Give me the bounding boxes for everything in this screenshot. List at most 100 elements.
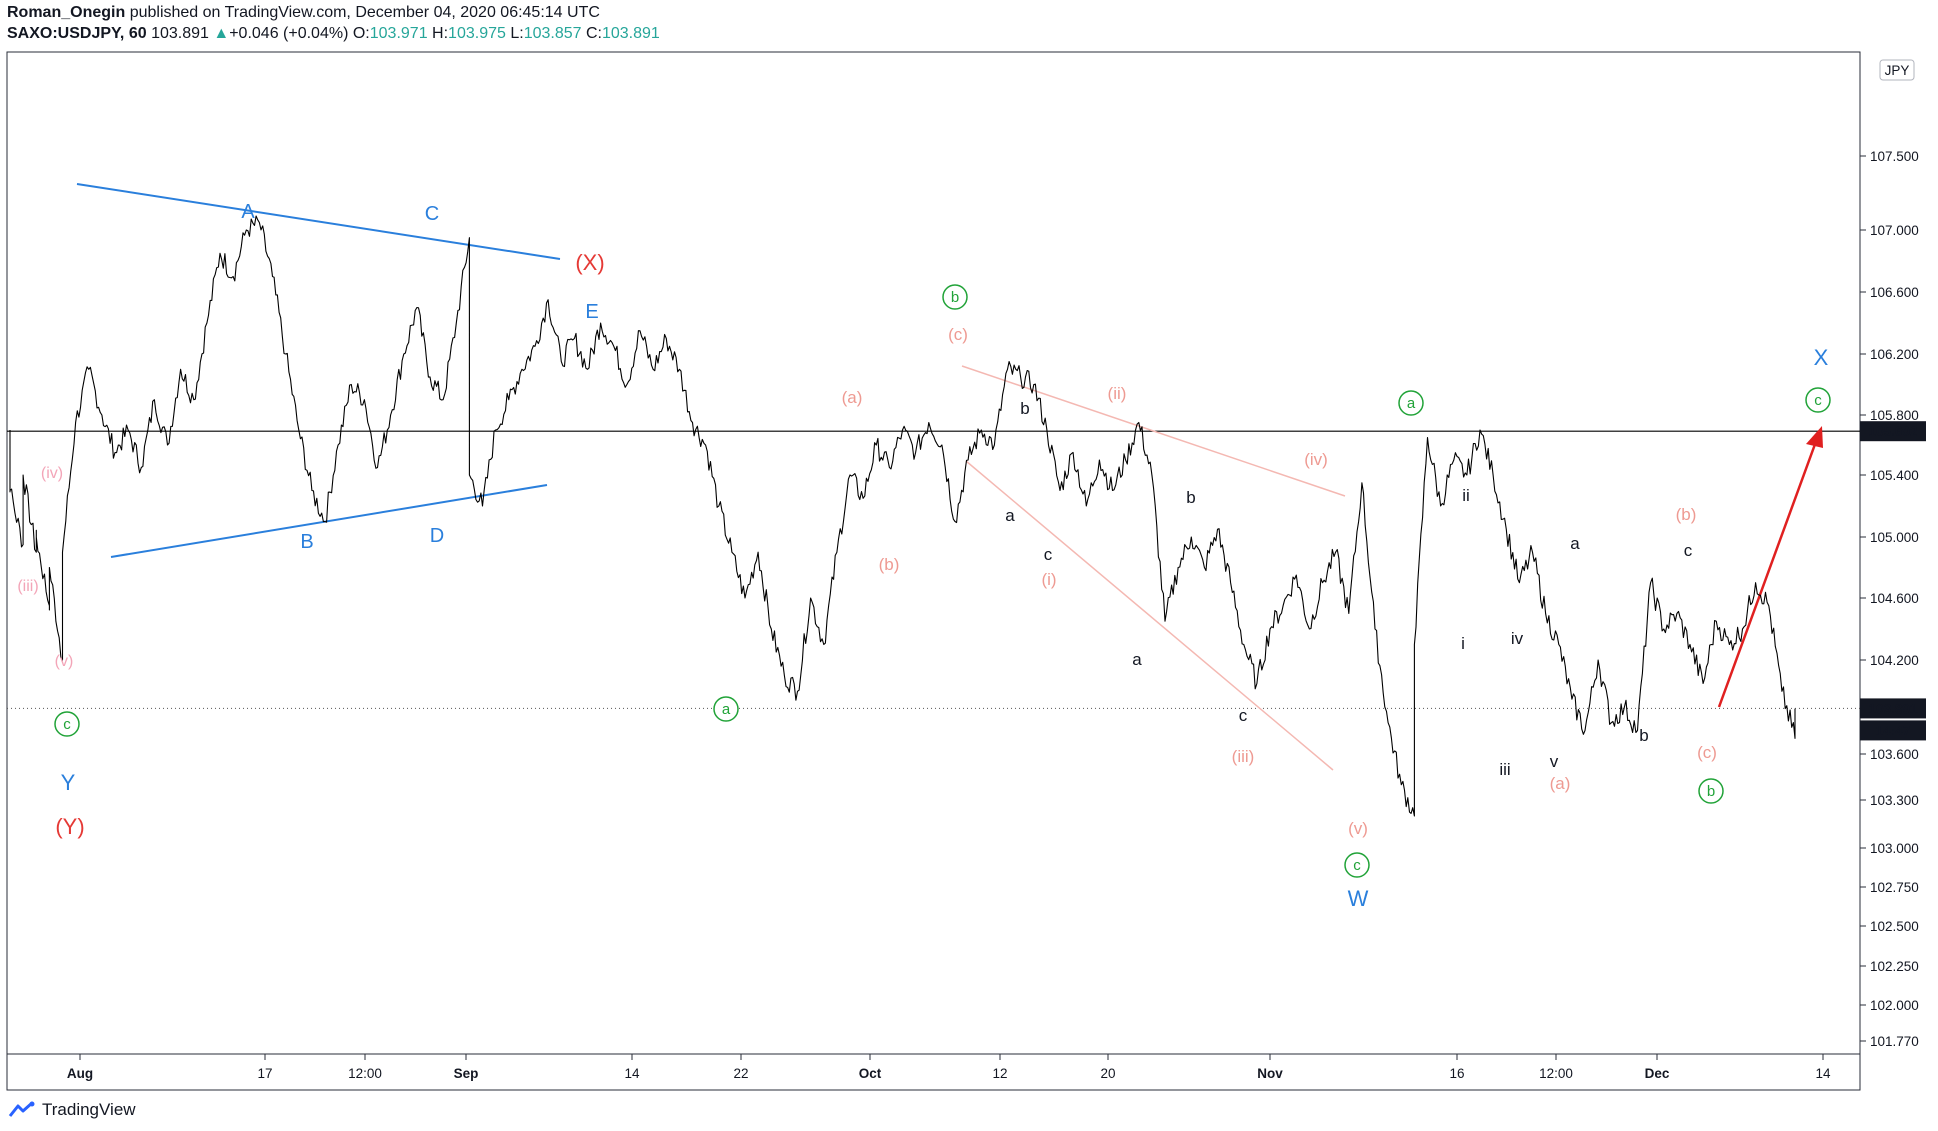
wave-label-circled[interactable]: c [1805,387,1831,413]
wave-label[interactable]: a [1005,506,1015,525]
wave-label[interactable]: (iv) [41,465,63,482]
price-tick-label: 106.600 [1870,285,1919,300]
wave-label[interactable]: c [1044,545,1053,564]
wave-label[interactable]: B [300,531,313,553]
wave-label[interactable]: c [1684,541,1693,560]
author-name[interactable]: Roman_Onegin [7,4,126,21]
wave-label[interactable]: (iii) [17,578,38,595]
price-tick-label: 105.000 [1870,530,1919,545]
wave-label-circled[interactable]: a [1398,390,1424,416]
price-tags: 105.692 103.891 14:47 [1860,421,1926,741]
time-tick-label: 16 [1449,1066,1464,1081]
wave-label[interactable]: b [1639,726,1648,745]
wave-labels: A B C D E (X) (iv) (iii) (v) c Y (Y) a (a) (b) b (c) b a c (… [17,201,1831,911]
wave-label[interactable]: Y [61,770,76,795]
wave-label[interactable]: (b) [879,555,900,574]
wave-label-text: c [1353,857,1361,874]
wave-label-circled[interactable]: c [1344,852,1370,878]
currency-badge: JPY [1879,59,1915,81]
wave-label[interactable]: c [1239,706,1248,725]
wave-label[interactable]: a [1132,650,1142,669]
wave-circle [713,696,739,722]
level-price-tag-text: 105.692 [1869,424,1918,439]
wave-label-text: b [1707,783,1715,800]
tradingview-brand[interactable]: TradingView [42,1100,136,1119]
wave-label[interactable]: (iv) [1304,450,1328,469]
wave-label[interactable]: (a) [842,388,863,407]
wave-label[interactable]: (ii) [1108,384,1127,403]
wave-label[interactable]: (X) [575,250,604,275]
wave-circle [1344,852,1370,878]
time-tick-label: 12:00 [348,1066,382,1081]
wave-label[interactable]: b [1186,488,1195,507]
wave-label[interactable]: (c) [1697,743,1717,762]
wave-label[interactable]: C [425,203,439,225]
wave-label-text: a [1407,395,1416,412]
symbol-name[interactable]: SAXO:USDJPY, 60 [7,25,147,42]
wave-label[interactable]: W [1348,886,1369,911]
open-label: O: [352,25,370,42]
wedge-lower-trendline[interactable] [965,460,1334,771]
wave-circle [54,711,80,737]
bar-countdown-tag: 14:47 [1860,720,1926,741]
wave-label[interactable]: (i) [1041,570,1056,589]
footer: TradingView [8,1100,136,1120]
wave-label[interactable]: (Y) [55,814,84,839]
wave-label[interactable]: E [585,301,598,323]
price-tick-label: 102.000 [1870,998,1919,1013]
triangle-lower-trendline[interactable] [110,484,548,558]
wave-label[interactable]: (c) [948,325,968,344]
wave-label[interactable]: iii [1499,760,1510,779]
price-tick-label: 106.200 [1870,347,1919,362]
price-tick-label: 103.600 [1870,747,1919,762]
projection-arrow[interactable] [1717,435,1820,708]
wave-circle [1698,778,1724,804]
low-label: L: [510,25,524,42]
wave-label-text: b [951,289,959,306]
wave-label[interactable]: (v) [55,653,74,670]
wave-label[interactable]: (a) [1550,774,1571,793]
current-price-tag-text: 103.891 [1869,701,1918,716]
high-value: 103.975 [448,25,506,42]
time-tick-label: 14 [624,1066,640,1081]
wave-label[interactable]: i [1461,634,1465,653]
currency-label: JPY [1885,63,1910,78]
trendlines [76,183,1823,771]
wave-label-circled[interactable]: c [54,711,80,737]
wave-label[interactable]: ii [1462,486,1470,505]
level-price-tag-box [1860,421,1926,442]
price-levels [7,430,1860,709]
price-series [9,215,1796,817]
wave-label[interactable]: b [1020,399,1029,418]
triangle-upper-trendline[interactable] [76,183,561,260]
publish-info: Roman_Onegin published on TradingView.co… [7,4,600,22]
wave-label[interactable]: X [1814,345,1829,370]
change-up-icon: ▲ [213,25,230,42]
wave-label[interactable]: (v) [1348,819,1368,838]
current-price-tag-box [1860,698,1926,719]
time-tick-label: 20 [1100,1066,1115,1081]
wave-label[interactable]: (b) [1676,505,1697,524]
wedge-upper-trendline[interactable] [961,365,1346,497]
price-tick-label: 104.200 [1870,653,1919,668]
wave-label[interactable]: A [241,201,255,223]
wave-label[interactable]: (iii) [1232,747,1255,766]
time-tick-label: 22 [733,1066,748,1081]
wave-label-circled[interactable]: b [942,284,968,310]
price-axis[interactable]: 107.500 107.000 106.600 106.200 105.800 105.4… [1860,149,1919,1049]
current-price-tag: 103.891 [1860,698,1926,719]
wave-label-circled[interactable]: b [1698,778,1724,804]
time-axis[interactable]: Aug 17 12:00 Sep 14 22 Oct 12 20 Nov 16 12:00 Dec 14 [67,1054,1831,1081]
wave-label[interactable]: D [430,525,444,547]
time-tick-label: 17 [257,1066,272,1081]
chart-frame [6,51,1861,1091]
last-price: 103.891 [151,25,209,42]
wave-label[interactable]: a [1570,534,1580,553]
wave-label[interactable]: v [1550,752,1559,771]
bar-countdown-tag-box [1860,720,1926,741]
time-tick-label: Oct [859,1066,882,1081]
wave-label-circled[interactable]: a [713,696,739,722]
wave-label[interactable]: iv [1511,629,1524,648]
time-tick-label: Aug [67,1066,93,1081]
